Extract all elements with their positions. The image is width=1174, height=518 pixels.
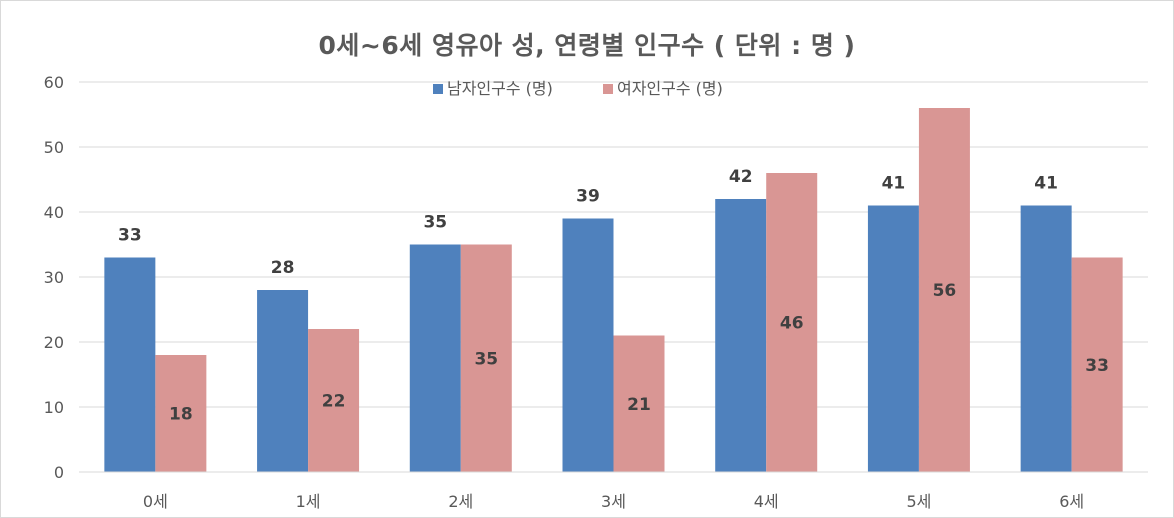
bar-female bbox=[460, 244, 512, 472]
data-label-female: 22 bbox=[322, 392, 346, 412]
legend-swatch-female bbox=[603, 84, 613, 94]
x-tick-label: 3세 bbox=[601, 492, 626, 511]
y-tick-label: 0 bbox=[54, 463, 64, 482]
bar-male bbox=[562, 218, 614, 472]
y-tick-label: 10 bbox=[44, 398, 64, 417]
data-label-female: 33 bbox=[1085, 356, 1109, 376]
data-label-male: 28 bbox=[271, 258, 295, 278]
legend-label-female: 여자인구수 (명) bbox=[617, 79, 723, 98]
bar-female bbox=[613, 335, 665, 472]
x-tick-label: 6세 bbox=[1059, 492, 1084, 511]
y-tick-label: 40 bbox=[44, 203, 64, 222]
bar-male bbox=[104, 257, 156, 472]
bar-male bbox=[257, 290, 309, 472]
bar-female bbox=[918, 108, 970, 472]
x-tick-label: 2세 bbox=[448, 492, 473, 511]
bar-male bbox=[1020, 205, 1072, 472]
data-label-male: 33 bbox=[118, 226, 142, 246]
x-tick-label: 4세 bbox=[754, 492, 779, 511]
data-label-female: 21 bbox=[627, 395, 651, 415]
y-tick-label: 60 bbox=[44, 73, 64, 92]
data-label-female: 18 bbox=[169, 405, 193, 425]
chart-title: 0세~6세 영유아 성, 연령별 인구수 ( 단위 : 명 ) bbox=[318, 31, 856, 60]
data-label-male: 41 bbox=[882, 174, 906, 194]
y-tick-label: 50 bbox=[44, 138, 64, 157]
x-tick-label: 1세 bbox=[296, 492, 321, 511]
bar-female bbox=[308, 329, 360, 472]
data-label-male: 41 bbox=[1034, 174, 1058, 194]
y-tick-label: 20 bbox=[44, 333, 64, 352]
legend-label-male: 남자인구수 (명) bbox=[447, 79, 553, 98]
y-tick-label: 30 bbox=[44, 268, 64, 287]
data-label-female: 35 bbox=[474, 349, 498, 369]
data-label-male: 39 bbox=[576, 187, 600, 207]
data-label-female: 46 bbox=[780, 314, 804, 334]
bar-male bbox=[867, 205, 919, 472]
bar-female bbox=[1071, 257, 1123, 472]
bar-male bbox=[409, 244, 461, 472]
data-label-female: 56 bbox=[933, 281, 957, 301]
bar-female bbox=[155, 355, 207, 472]
data-label-male: 42 bbox=[729, 167, 753, 187]
bar-female bbox=[766, 173, 818, 472]
x-tick-label: 5세 bbox=[906, 492, 931, 511]
x-tick-label: 0세 bbox=[143, 492, 168, 511]
bar-male bbox=[715, 199, 767, 472]
legend-swatch-male bbox=[433, 84, 443, 94]
data-label-male: 35 bbox=[423, 213, 447, 233]
